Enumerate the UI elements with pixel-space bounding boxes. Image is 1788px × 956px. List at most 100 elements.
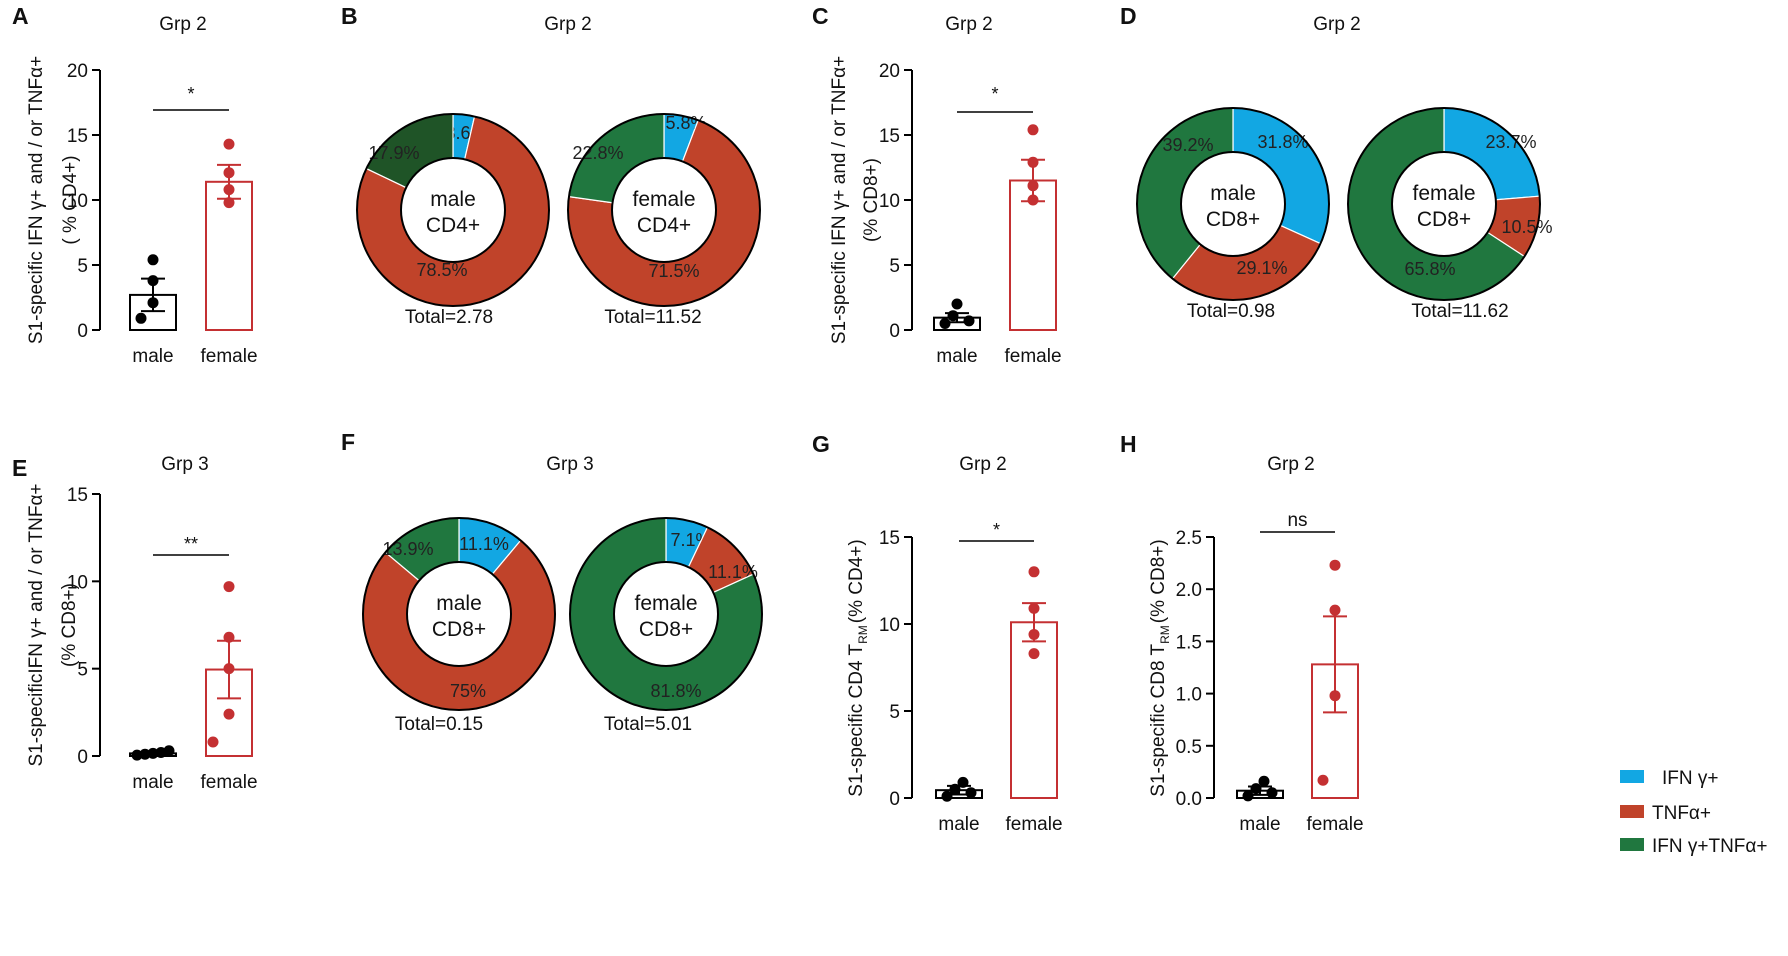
donut-hole: [611, 157, 717, 263]
y-axis-label-line2-group: (% CD8+): [59, 583, 80, 667]
panel-h: H Grp 2 0.0 0.5 1.0 1.5 2.0 2.5S1-specific CD8 …: [1120, 431, 1364, 835]
data-point: [1028, 628, 1040, 640]
donut-male: 31.8% 29.1% 39.2% male CD8+ Total=0.98: [1136, 107, 1330, 322]
legend-label: TNFα+: [1652, 803, 1711, 824]
y-axis-label-line2-group: ( % CD4+): [60, 155, 81, 244]
donut-center-label: male: [1210, 182, 1256, 205]
donut-total: Total=11.52: [604, 307, 701, 328]
donut-center-label: female: [1412, 182, 1475, 205]
data-point: [223, 708, 235, 720]
donut-total: Total=11.62: [1411, 301, 1508, 322]
y-tick-label: 0: [77, 321, 88, 342]
data-point: [147, 747, 159, 759]
panel-letter: H: [1120, 431, 1137, 457]
y-tick-label: 5: [77, 660, 88, 681]
data-point: [957, 776, 969, 788]
data-point: [951, 298, 963, 310]
y-tick-label: 0.5: [1176, 737, 1202, 758]
y-axis-label-line2: (% CD8+): [59, 583, 80, 667]
y-tick-label: 10: [67, 572, 88, 593]
panel-letter: G: [812, 431, 830, 457]
y-axis-label-line2: (% CD8+): [861, 158, 882, 242]
x-tick-label: female: [1306, 814, 1363, 835]
y-tick-label: 0: [889, 321, 900, 342]
data-point: [1027, 124, 1039, 136]
data-point: [1027, 180, 1039, 192]
significance-label: *: [187, 84, 194, 104]
y-axis-label-text: S1-specific CD8 TRM(% CD8+): [1148, 539, 1172, 796]
slice-label: 23.7%: [1485, 132, 1536, 152]
data-point: [223, 167, 235, 179]
y-tick-label: 0: [77, 747, 88, 768]
donut-outline: [567, 113, 761, 307]
panel-d: D Grp 2 31.8% 29.1% 39.2% male CD8+ Total=0.98 2…: [1120, 3, 1553, 322]
y-axis-label: S1-specificIFN γ+ and / or TNFα+ (% CD8+): [26, 483, 80, 766]
data-point: [223, 197, 235, 209]
slice-label: 10.5%: [1501, 217, 1552, 237]
significance-label: **: [184, 534, 198, 554]
panel-letter: C: [812, 3, 829, 29]
donut-hole: [1180, 151, 1286, 257]
data-point: [941, 790, 953, 802]
donut-hole: [400, 157, 506, 263]
legend: IFN γ+TNFα+IFN γ+TNFα+: [1620, 768, 1768, 857]
donut-hole: [1391, 151, 1497, 257]
y-axis-label-line2-group: (% CD8+): [861, 158, 882, 242]
donut-center-label: male: [430, 188, 476, 211]
data-point: [223, 184, 235, 196]
data-point: [1317, 774, 1329, 786]
donut-outline: [1347, 107, 1541, 301]
slice-label: 71.5%: [648, 261, 699, 281]
data-point: [223, 663, 235, 675]
legend-swatch: [1620, 838, 1644, 851]
legend-label: IFN γ+: [1662, 768, 1718, 789]
panel-title: Grp 2: [1313, 14, 1361, 35]
y-tick-label: 20: [67, 61, 88, 82]
data-point: [1028, 602, 1040, 614]
donut-center-label: CD8+: [432, 618, 486, 641]
y-axis-label-text: S1-specific CD4 TRM(% CD4+): [846, 539, 870, 796]
donut-center-label: CD4+: [637, 214, 691, 237]
slice-label: 29.1%: [1236, 258, 1287, 278]
data-point: [1329, 559, 1341, 571]
donut-center-label: female: [634, 592, 697, 615]
panel-title: Grp 2: [945, 14, 993, 35]
panel-letter: E: [12, 455, 27, 481]
y-tick-label: 2.5: [1176, 528, 1202, 549]
significance-label: *: [993, 520, 1000, 540]
donut-outline: [362, 517, 556, 711]
data-point: [1242, 790, 1254, 802]
donut-center-label: CD8+: [639, 618, 693, 641]
donut-male: 11.1% 75% 13.9% male CD8+ Total=0.15: [362, 517, 556, 735]
y-tick-label: 1.0: [1176, 685, 1202, 706]
slice-label: 78.5%: [416, 260, 467, 280]
donut-hole: [613, 561, 719, 667]
data-point: [131, 749, 143, 761]
data-point: [939, 318, 951, 329]
donut-outline: [569, 517, 763, 711]
data-point: [947, 310, 959, 322]
data-point: [147, 297, 159, 309]
data-point: [1329, 604, 1341, 616]
data-point: [223, 581, 235, 593]
x-tick-label: male: [938, 814, 979, 835]
legend-swatch: [1620, 805, 1644, 818]
y-tick-label: 10: [67, 191, 88, 212]
data-point: [1028, 648, 1040, 660]
panel-b: B Grp 23.6%78.5%17.9%maleCD4+Total=2.785.…: [341, 3, 761, 328]
data-point: [1028, 566, 1040, 578]
y-axis-label-line1: S1-specificIFN γ+ and / or TNFα+: [26, 483, 47, 766]
donut-total: Total=0.98: [1187, 301, 1275, 322]
slice-label: 81.8%: [650, 681, 701, 701]
data-point: [223, 631, 235, 643]
panel-letter: D: [1120, 3, 1137, 29]
slice-label: 39.2%: [1162, 135, 1213, 155]
data-point: [949, 783, 961, 795]
slice-label: 31.8%: [1257, 132, 1308, 152]
legend-label: IFN γ+TNFα+: [1652, 836, 1768, 857]
y-axis-label: S1-specific CD4 TRM(% CD4+): [846, 539, 870, 796]
data-point: [965, 787, 977, 799]
